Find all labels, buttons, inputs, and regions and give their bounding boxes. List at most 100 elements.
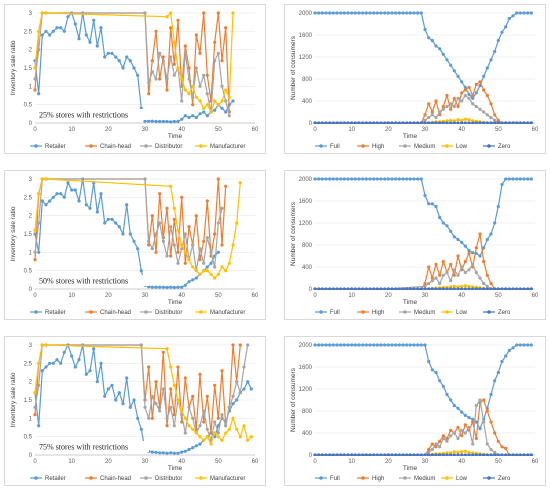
data-point bbox=[84, 33, 88, 37]
data-point bbox=[375, 287, 379, 290]
data-point bbox=[313, 287, 317, 290]
data-point bbox=[452, 453, 456, 456]
data-point bbox=[183, 44, 187, 48]
data-point bbox=[339, 343, 343, 347]
x-tick-label: 50 bbox=[495, 293, 502, 299]
data-point bbox=[390, 177, 394, 181]
annotation-label: 50% stores with restrictions bbox=[39, 277, 128, 286]
data-point bbox=[158, 119, 162, 124]
data-point bbox=[342, 287, 346, 290]
data-point bbox=[198, 112, 202, 116]
legend: Retailer Chain-head Distributor Manufacture… bbox=[30, 310, 245, 316]
data-point bbox=[37, 221, 41, 225]
data-point bbox=[456, 450, 460, 454]
data-point bbox=[507, 121, 511, 124]
legend-swatch-marker bbox=[487, 310, 491, 314]
data-point bbox=[40, 177, 44, 181]
data-point bbox=[434, 121, 438, 124]
y-tick-label: 400 bbox=[302, 265, 313, 271]
data-point bbox=[361, 177, 365, 181]
data-point bbox=[518, 453, 522, 456]
data-point bbox=[500, 453, 504, 456]
data-point bbox=[441, 436, 445, 441]
x-axis-label: Time bbox=[403, 465, 418, 472]
data-point bbox=[467, 268, 471, 272]
data-point bbox=[205, 269, 209, 273]
y-axis-ticks: 0 400 800 1200 1600 2000 bbox=[299, 11, 535, 127]
x-tick-label: 20 bbox=[105, 459, 112, 465]
data-point bbox=[176, 250, 180, 254]
data-point bbox=[449, 63, 453, 67]
data-point bbox=[471, 420, 475, 424]
data-point bbox=[368, 343, 372, 347]
data-point bbox=[114, 398, 118, 402]
data-point bbox=[128, 59, 132, 63]
data-point bbox=[452, 273, 456, 277]
data-point bbox=[445, 287, 449, 290]
data-point bbox=[44, 11, 48, 15]
legend: Retailer Chain-head Distributor Manufacture… bbox=[30, 476, 245, 482]
data-point bbox=[59, 361, 63, 365]
legend-item: Distributor bbox=[140, 476, 182, 482]
data-point bbox=[205, 73, 209, 77]
y-tick-label: 2.5 bbox=[24, 361, 33, 367]
data-point bbox=[493, 287, 497, 290]
x-tick-label: 60 bbox=[252, 293, 259, 299]
data-point bbox=[224, 99, 228, 103]
data-point bbox=[331, 453, 335, 456]
data-point bbox=[313, 343, 317, 347]
data-point bbox=[412, 453, 416, 456]
data-point bbox=[441, 221, 445, 225]
data-point bbox=[198, 442, 202, 446]
data-point bbox=[394, 287, 398, 290]
data-point bbox=[213, 40, 217, 44]
data-point bbox=[121, 232, 125, 236]
data-point bbox=[213, 276, 217, 280]
data-point bbox=[191, 394, 195, 398]
data-point bbox=[103, 394, 107, 398]
data-point bbox=[346, 11, 350, 15]
data-point bbox=[416, 11, 420, 15]
data-point bbox=[161, 285, 165, 289]
data-point bbox=[434, 115, 438, 120]
data-point bbox=[489, 447, 493, 452]
data-point bbox=[456, 285, 460, 289]
data-point bbox=[357, 343, 361, 347]
data-point bbox=[353, 121, 357, 124]
data-point bbox=[427, 202, 431, 206]
x-tick-label: 10 bbox=[348, 127, 355, 133]
legend-item: Zero bbox=[483, 310, 511, 316]
data-point bbox=[114, 221, 118, 225]
y-tick-label: 0.5 bbox=[24, 103, 33, 109]
data-point bbox=[471, 285, 475, 289]
y-axis-label: Number of consumers bbox=[290, 35, 297, 100]
data-point bbox=[220, 265, 224, 269]
legend-label: Retailer bbox=[45, 476, 66, 482]
data-point bbox=[493, 450, 497, 454]
data-point bbox=[158, 221, 162, 225]
legend: Retailer Chain-head Distributor Manufacture… bbox=[30, 144, 245, 150]
data-point bbox=[110, 217, 114, 221]
data-point bbox=[478, 427, 482, 431]
data-point bbox=[401, 121, 405, 124]
data-point bbox=[194, 33, 198, 37]
chart-panel-retail-75: 0 0.5 1 1.5 2 2.5 3 0 10 20 30 40 50 60 Time Inventory … bbox=[4, 336, 266, 486]
legend-label: Medium bbox=[414, 310, 435, 316]
data-point bbox=[456, 104, 460, 109]
x-tick-label: 30 bbox=[422, 293, 429, 299]
data-point bbox=[320, 177, 324, 181]
y-axis-label: Inventory sale ratio bbox=[10, 40, 17, 95]
data-point bbox=[357, 11, 361, 15]
data-point bbox=[37, 92, 41, 96]
data-point bbox=[419, 177, 423, 181]
data-point bbox=[73, 365, 77, 369]
data-point bbox=[463, 413, 467, 417]
data-point bbox=[372, 11, 376, 15]
data-point bbox=[187, 447, 191, 452]
data-point bbox=[434, 99, 438, 103]
data-point bbox=[132, 239, 136, 243]
legend-swatch-marker bbox=[445, 310, 449, 314]
data-point bbox=[205, 394, 209, 398]
data-point bbox=[471, 417, 475, 421]
data-point bbox=[73, 188, 77, 192]
